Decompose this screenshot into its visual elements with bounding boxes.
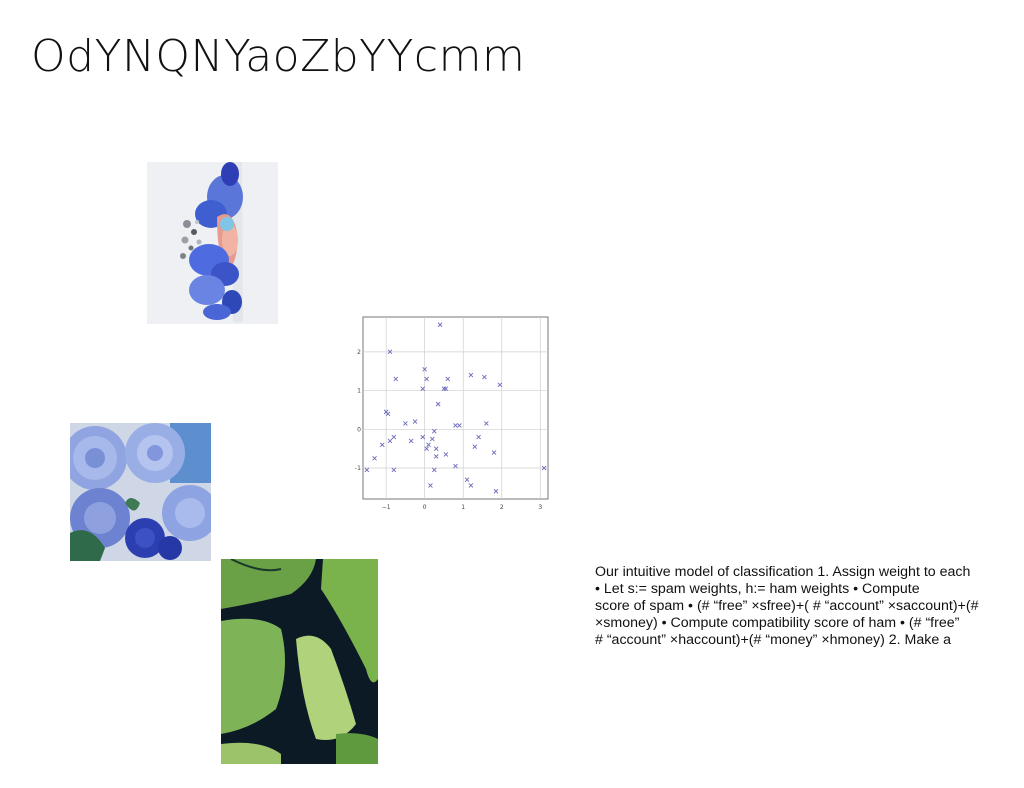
y-tick-label: −1	[355, 465, 361, 472]
x-tick-label: 2	[500, 504, 504, 511]
body-line: # “account” ×haccount)+(# “money” ×hmone…	[595, 632, 952, 648]
blue-dahlia-photo	[70, 423, 211, 561]
scatter-point	[424, 446, 429, 451]
plot-frame	[362, 316, 549, 500]
scatter-point	[493, 488, 499, 494]
x-tick-label: −1	[382, 504, 391, 511]
scatter-point	[387, 349, 393, 355]
scatter-point	[420, 434, 426, 440]
scatter-point	[385, 411, 391, 417]
scatter-point	[420, 386, 426, 391]
y-tick-label: 2	[357, 349, 361, 356]
scatter-point	[408, 438, 414, 444]
scatter-point	[364, 467, 370, 473]
scatter-point	[387, 438, 393, 444]
scatter-point	[412, 419, 418, 424]
scatter-point	[372, 456, 377, 461]
scatter-point	[391, 467, 397, 473]
x-tick-label: 3	[538, 504, 542, 511]
scatter-point	[431, 428, 437, 434]
scatter-point	[379, 442, 385, 448]
scatter-point	[484, 421, 489, 426]
slide-title: OdYNQNYaoZbYYcmm	[31, 31, 526, 82]
scatter-point	[453, 463, 458, 469]
scatter-point	[491, 450, 497, 455]
body-line: score of spam • (# “free” ×sfree)+( # “a…	[595, 598, 979, 614]
body-line: • Let s:= spam weights, h:= ham weights …	[595, 581, 920, 597]
scatter-chart: −1 0 1 2 3 2 1 0 −1	[355, 312, 555, 517]
x-tick-label: 0	[423, 504, 427, 511]
scatter-point	[472, 444, 478, 450]
scatter-point	[482, 374, 487, 380]
butterfly-wing-photo	[221, 559, 378, 764]
scatter-point	[445, 376, 451, 382]
scatter-point	[468, 483, 474, 488]
scatter-point	[422, 366, 427, 372]
y-tick-label: 0	[357, 426, 361, 433]
scatter-point	[453, 423, 458, 428]
scatter-point	[435, 401, 441, 407]
scatter-point	[403, 421, 408, 426]
scatter-point	[424, 376, 429, 382]
scatter-point	[393, 376, 399, 382]
scatter-point	[428, 483, 433, 488]
x-tick-label: 1	[461, 504, 465, 511]
scatter-point	[430, 436, 435, 442]
scatter-point	[464, 477, 470, 482]
scatter-point	[433, 446, 439, 451]
scatter-point	[441, 386, 447, 391]
scatter-point	[431, 467, 437, 473]
scatter-point	[426, 442, 431, 448]
blue-orchid-photo	[147, 162, 278, 324]
scatter-point	[476, 434, 481, 440]
slide-body-text: Our intuitive model of classification 1.…	[595, 564, 1023, 649]
scatter-point	[433, 454, 439, 459]
scatter-point	[541, 465, 547, 471]
scatter-point	[443, 452, 449, 457]
scatter-point	[443, 386, 449, 391]
body-line: ×smoney) • Compute compatibility score o…	[595, 615, 960, 631]
body-line: Our intuitive model of classification 1.…	[595, 564, 971, 580]
scatter-point	[437, 322, 443, 328]
scatter-point	[457, 423, 462, 428]
scatter-point	[468, 372, 474, 378]
scatter-point	[497, 382, 503, 388]
y-tick-label: 1	[357, 388, 361, 395]
scatter-point	[391, 434, 397, 440]
